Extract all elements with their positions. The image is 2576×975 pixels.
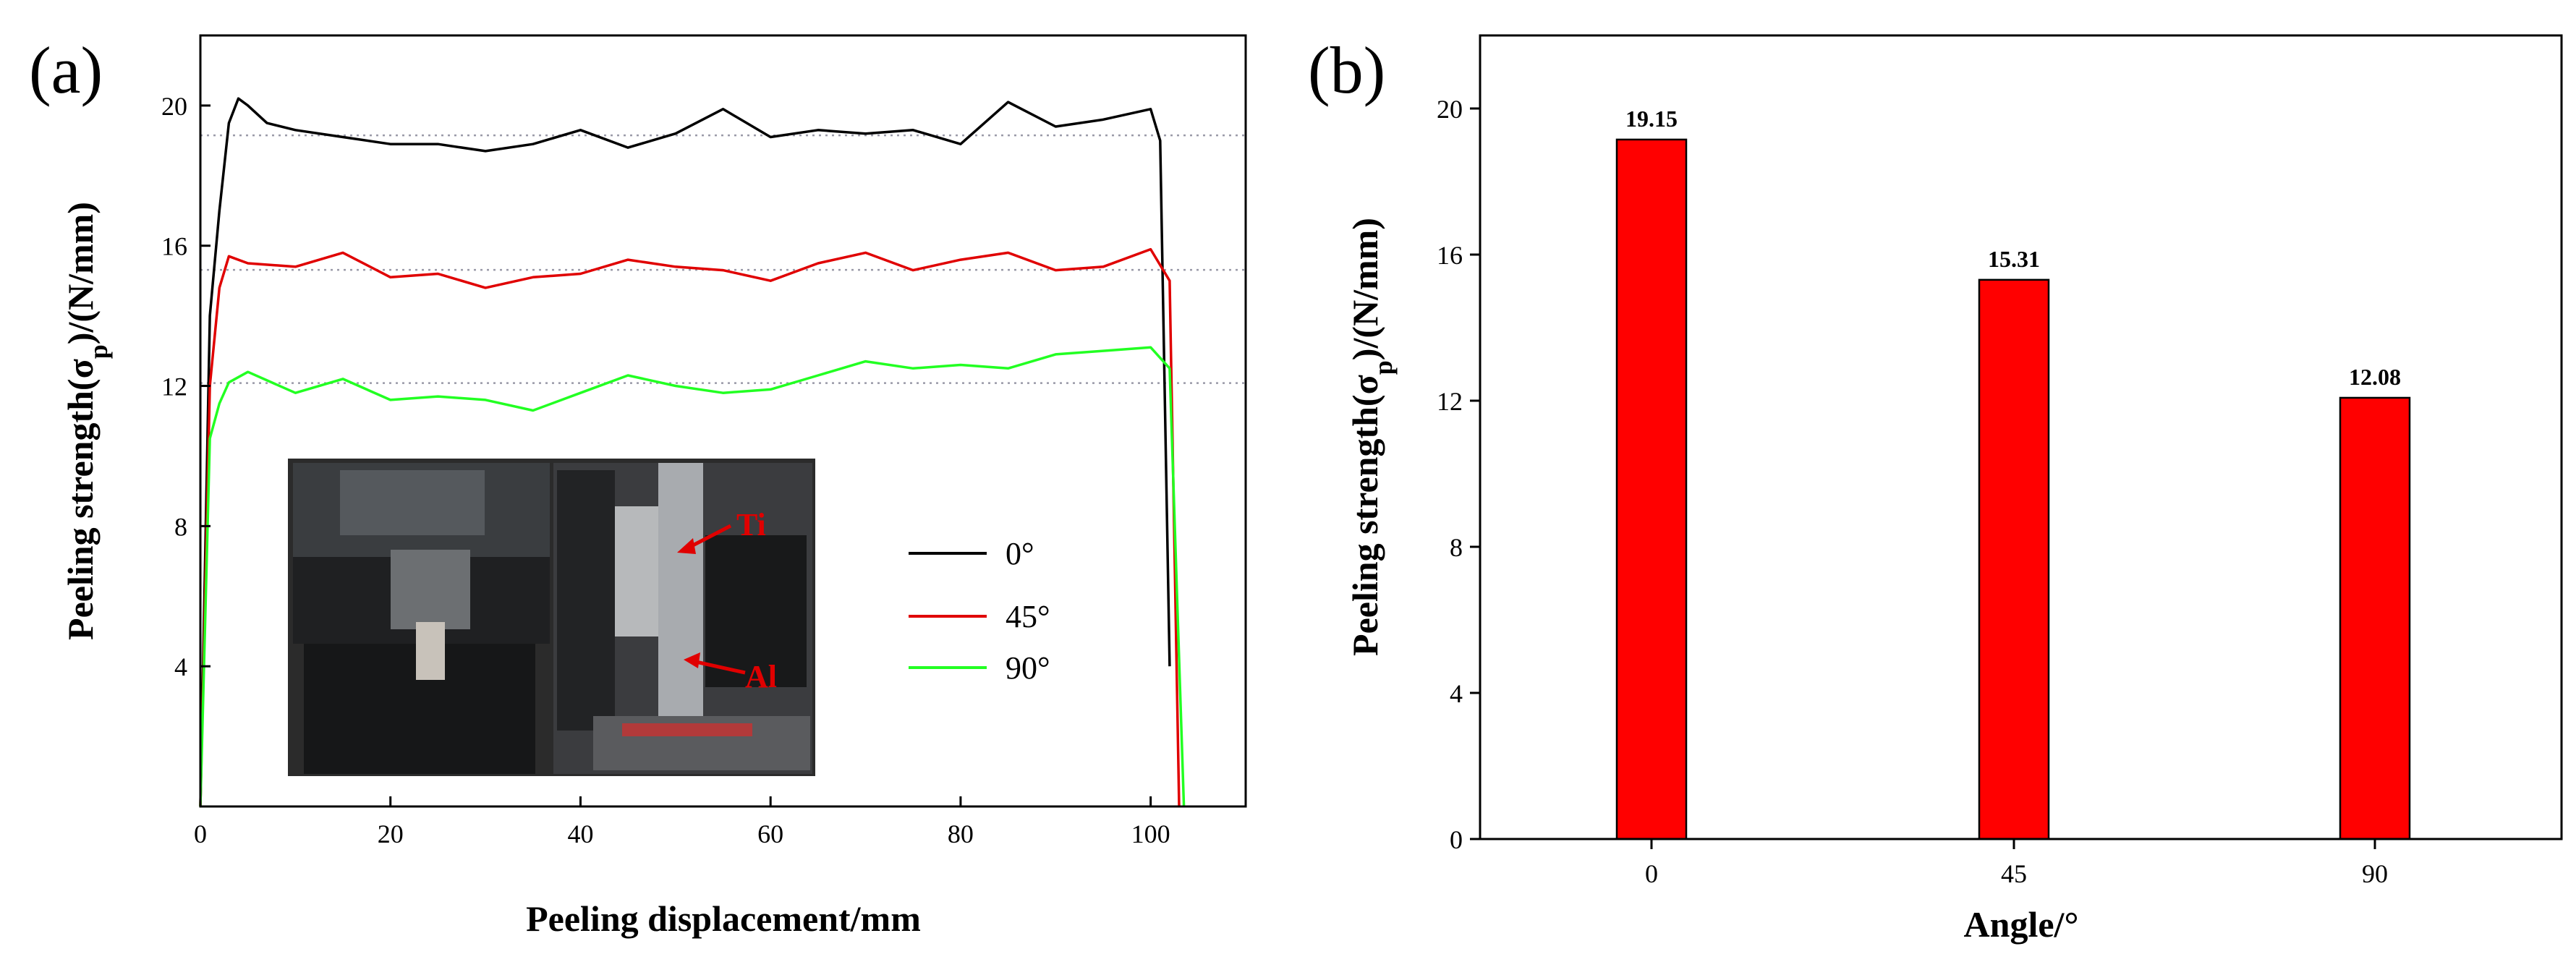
inset-photo: Ti Al [285,456,818,779]
legend: 0° 45° 90° [909,536,1050,686]
panel-b-yticks: 0 4 8 12 16 20 [1437,95,1480,854]
x-tick-label: 90 [2362,859,2388,888]
panel-a-label: (a) [29,33,103,107]
y-tick-label: 20 [1437,95,1463,124]
y-tick-label: 8 [174,512,187,541]
bar-value-label: 15.31 [1988,246,2040,272]
bar-90 [2339,396,2411,840]
panel-b-bars [1615,138,2411,840]
y-tick-label: 16 [161,232,187,261]
y-tick-label: 12 [1437,387,1463,416]
panel-a-series-lines [199,97,1186,807]
inset-ti-arrow [686,524,732,550]
y-tick-label: 12 [161,372,187,401]
x-tick-label: 60 [757,819,783,848]
inset-ti-arrowhead [677,538,696,554]
panel-b-frame [1479,34,2563,840]
panel-b-y-axis-title: Peeling strength(σp)/(N/mm) [1345,218,1398,656]
inset-machine-panel [391,550,470,629]
x-tick-label: 0 [1645,859,1658,888]
panel-b-x-axis-title: Angle/° [1964,904,2079,945]
panel-b: (b) 19.15 15.31 12.08 0 45 90 0 4 8 12 16 20 Angl… [1308,33,2563,945]
panel-a: (a) Ti Al [29,33,1247,939]
x-tick-label: 80 [948,819,974,848]
x-tick-label: 40 [567,819,593,848]
panel-b-label: (b) [1308,33,1385,107]
x-tick-label: 0 [194,819,207,848]
inset-al-arrowhead [684,652,700,668]
inset-label-ti: Ti [736,507,766,542]
y-tick-label: 4 [1450,679,1463,708]
x-tick-label: 100 [1131,819,1170,848]
panel-a-x-axis-title: Peeling displacement/mm [526,898,921,939]
bar-value-label: 12.08 [2349,364,2401,390]
legend-label-45deg: 45° [1006,599,1050,634]
series-line-1 [199,247,1181,807]
x-tick-label: 45 [2001,859,2027,888]
series-line-0 [199,97,1171,807]
inset-fixture-slats [557,470,615,731]
x-tick-label: 20 [378,819,404,848]
inset-specimen-strip [416,622,445,680]
legend-label-90deg: 90° [1006,650,1050,686]
panel-a-xticks: 0 20 40 60 80 100 [194,796,1170,848]
y-tick-label: 8 [1450,533,1463,562]
inset-red-markings [622,723,752,736]
bar-0 [1615,138,1688,840]
panel-b-xticks: 0 45 90 [1645,839,2388,888]
y-tick-label: 0 [1450,825,1463,854]
panel-a-y-axis-title: Peeling strength(σp)/(N/mm) [60,202,113,640]
inset-machine-grip [340,470,485,535]
inset-fixture-rack [705,535,807,687]
y-tick-label: 20 [161,92,187,121]
panel-a-yticks: 4 8 12 16 20 [161,92,211,681]
bar-45 [1978,278,2050,840]
inset-label-al: Al [745,659,777,694]
y-tick-label: 16 [1437,241,1463,270]
bar-value-label: 19.15 [1625,106,1678,132]
inset-al-arrow [695,660,746,675]
series-line-2 [199,346,1186,807]
panel-b-value-labels: 19.15 15.31 12.08 [1625,106,2401,390]
panel-a-frame [199,34,1247,808]
legend-label-0deg: 0° [1006,536,1034,571]
y-tick-label: 4 [174,652,187,681]
